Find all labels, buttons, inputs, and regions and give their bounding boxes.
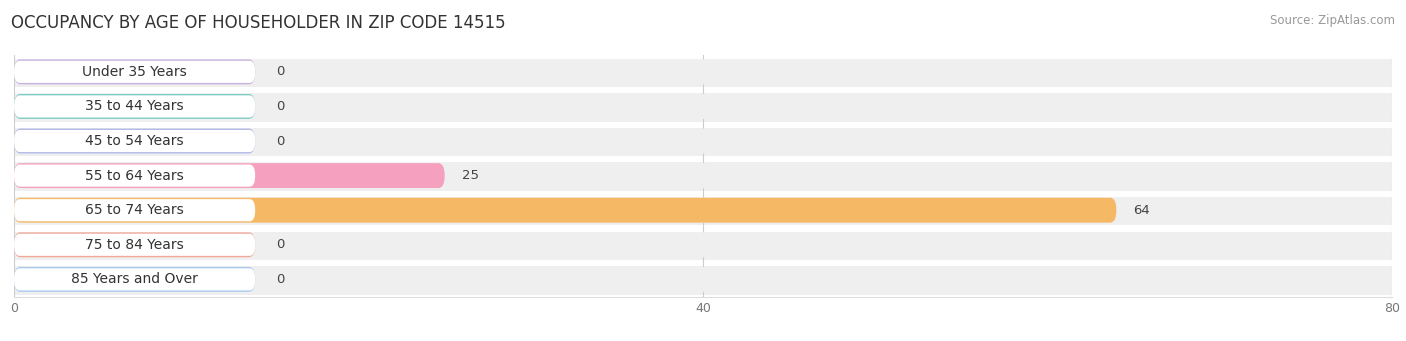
FancyBboxPatch shape <box>14 94 1392 119</box>
FancyBboxPatch shape <box>14 267 1392 292</box>
Text: 64: 64 <box>1133 204 1150 217</box>
FancyBboxPatch shape <box>14 160 1392 191</box>
FancyBboxPatch shape <box>14 198 1116 223</box>
Text: 55 to 64 Years: 55 to 64 Years <box>86 168 184 183</box>
FancyBboxPatch shape <box>14 267 256 292</box>
Text: Under 35 Years: Under 35 Years <box>82 65 187 79</box>
Text: 65 to 74 Years: 65 to 74 Years <box>86 203 184 217</box>
FancyBboxPatch shape <box>14 163 444 188</box>
FancyBboxPatch shape <box>14 129 1392 153</box>
FancyBboxPatch shape <box>14 232 1392 257</box>
FancyBboxPatch shape <box>14 195 1392 225</box>
FancyBboxPatch shape <box>14 129 256 153</box>
FancyBboxPatch shape <box>14 198 1392 223</box>
FancyBboxPatch shape <box>14 59 256 84</box>
Text: 0: 0 <box>276 238 284 251</box>
FancyBboxPatch shape <box>14 264 1392 295</box>
FancyBboxPatch shape <box>14 126 1392 156</box>
FancyBboxPatch shape <box>14 234 256 256</box>
FancyBboxPatch shape <box>14 95 256 118</box>
Text: 45 to 54 Years: 45 to 54 Years <box>86 134 184 148</box>
Text: 85 Years and Over: 85 Years and Over <box>72 272 198 286</box>
FancyBboxPatch shape <box>14 61 256 83</box>
FancyBboxPatch shape <box>14 91 1392 122</box>
FancyBboxPatch shape <box>14 268 256 291</box>
Text: 0: 0 <box>276 100 284 113</box>
Text: Source: ZipAtlas.com: Source: ZipAtlas.com <box>1270 14 1395 27</box>
FancyBboxPatch shape <box>14 57 1392 87</box>
FancyBboxPatch shape <box>14 199 256 221</box>
FancyBboxPatch shape <box>14 229 1392 260</box>
FancyBboxPatch shape <box>14 165 256 187</box>
Text: 0: 0 <box>276 273 284 286</box>
FancyBboxPatch shape <box>14 130 256 152</box>
FancyBboxPatch shape <box>14 94 256 119</box>
Text: 35 to 44 Years: 35 to 44 Years <box>86 100 184 114</box>
Text: 0: 0 <box>276 65 284 78</box>
Text: OCCUPANCY BY AGE OF HOUSEHOLDER IN ZIP CODE 14515: OCCUPANCY BY AGE OF HOUSEHOLDER IN ZIP C… <box>11 14 506 32</box>
Text: 0: 0 <box>276 135 284 148</box>
FancyBboxPatch shape <box>14 59 1392 84</box>
Text: 75 to 84 Years: 75 to 84 Years <box>86 238 184 252</box>
Text: 25: 25 <box>463 169 479 182</box>
FancyBboxPatch shape <box>14 163 1392 188</box>
FancyBboxPatch shape <box>14 232 256 257</box>
